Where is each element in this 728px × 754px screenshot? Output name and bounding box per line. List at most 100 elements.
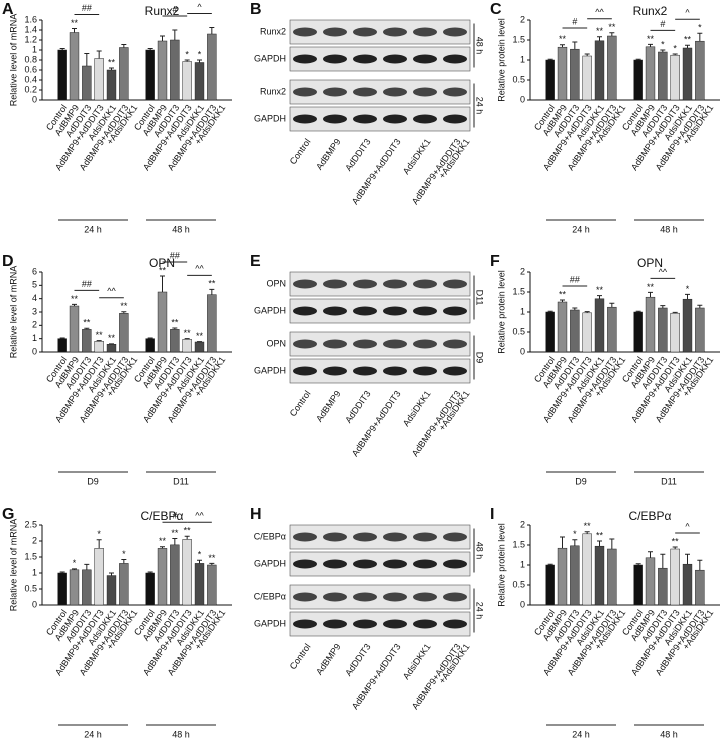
blot-band	[413, 279, 437, 289]
blot-strip	[289, 524, 471, 550]
y-tick-label: 0.5	[24, 583, 37, 593]
bar	[207, 33, 217, 101]
significance-mark: **	[584, 521, 592, 531]
error-bar	[648, 551, 653, 558]
bar	[57, 572, 67, 606]
x-tick-label: AdsiDKK1	[401, 137, 433, 176]
y-axis-label: Relative level of mRNA	[8, 519, 18, 612]
significance-mark: **	[208, 279, 216, 289]
blot-row-label: OPN	[266, 278, 286, 288]
blot-band	[383, 366, 407, 376]
significance-mark: **	[83, 318, 91, 328]
error-bar	[184, 338, 190, 340]
significance-mark: **	[647, 34, 655, 44]
y-tick-label: 0.5	[512, 74, 525, 84]
blot-band	[293, 306, 317, 316]
bar	[545, 59, 555, 101]
error-bar	[172, 537, 178, 545]
significance-mark: *	[198, 550, 202, 560]
x-tick-label: Control	[288, 642, 313, 672]
blot-row-label: Runx2	[260, 86, 286, 96]
blot-band	[383, 306, 407, 316]
y-tick-label: 1.4	[24, 24, 37, 34]
blot-band	[383, 619, 407, 629]
error-bar	[697, 32, 703, 42]
bar	[82, 569, 92, 606]
blot-band	[413, 87, 437, 97]
blot-band	[323, 114, 347, 124]
error-bar	[109, 67, 114, 70]
error-bar	[672, 311, 678, 314]
error-bar	[685, 44, 690, 48]
comparison-label: ^^	[659, 267, 668, 277]
blot-band	[443, 87, 467, 97]
panel-label: E	[250, 253, 261, 270]
y-tick-label: 0	[32, 346, 37, 356]
error-bar	[648, 291, 653, 298]
error-bar	[84, 327, 90, 330]
blot-band	[413, 532, 437, 542]
error-bar	[147, 48, 153, 50]
blot-band	[323, 87, 347, 97]
significance-mark: **	[596, 530, 604, 540]
significance-mark: *	[73, 558, 77, 568]
blot-band	[413, 559, 437, 569]
significance-mark: **	[184, 328, 192, 338]
blot-strip	[289, 331, 471, 357]
significance-mark: *	[122, 549, 126, 559]
y-tick-label: 0.5	[512, 579, 525, 589]
comparison-label: #	[572, 16, 577, 26]
y-tick-label: 4	[32, 293, 37, 303]
error-bar	[59, 571, 65, 573]
blot-band	[323, 54, 347, 64]
bar	[170, 544, 180, 606]
chart-title: OPN	[149, 256, 175, 270]
significance-mark: *	[185, 49, 189, 59]
bar	[194, 62, 205, 101]
bar	[607, 548, 617, 606]
error-bar	[697, 304, 703, 308]
error-bar	[96, 340, 102, 342]
group-label: D11	[173, 476, 189, 486]
y-tick-label: 1.5	[512, 286, 525, 296]
y-tick-label: 2	[32, 535, 37, 545]
panel-label: G	[2, 506, 14, 523]
significance-mark: *	[673, 43, 677, 53]
bar	[695, 569, 705, 606]
bar	[69, 32, 80, 101]
x-tick-label: Control	[288, 137, 313, 167]
blot-band	[353, 619, 377, 629]
bar	[194, 563, 205, 606]
comparison-label: ^^	[107, 286, 116, 296]
error-bar	[660, 553, 666, 569]
group-label: D11	[661, 476, 677, 486]
x-tick-label: AdsiDKK1	[401, 389, 433, 428]
blot-row-label: C/EBPα	[254, 531, 286, 541]
y-axis-label: Relative protein level	[496, 270, 506, 354]
error-bar	[547, 58, 553, 60]
blot-band	[383, 339, 407, 349]
blot-row-label: GAPDH	[254, 618, 286, 628]
blot-band	[323, 619, 347, 629]
significance-mark: **	[108, 333, 116, 343]
bar	[182, 61, 192, 101]
blot-band	[293, 54, 317, 64]
bar	[645, 296, 656, 353]
error-bar	[160, 35, 165, 41]
significance-mark: **	[184, 526, 192, 536]
significance-mark: **	[559, 34, 567, 44]
blot-band	[443, 559, 467, 569]
y-tick-label: 0.6	[24, 64, 37, 74]
blot-strip	[289, 358, 471, 384]
blot-strip	[289, 611, 471, 637]
bar	[658, 51, 668, 101]
comparison-label: #	[660, 19, 665, 29]
significance-mark: *	[198, 49, 202, 59]
blot-band	[413, 619, 437, 629]
blot-band	[323, 27, 347, 37]
panel-label: B	[250, 1, 262, 18]
chart-title: C/EBPα	[141, 509, 184, 523]
bar	[94, 341, 104, 353]
error-bar	[685, 553, 690, 565]
bar	[682, 47, 693, 101]
